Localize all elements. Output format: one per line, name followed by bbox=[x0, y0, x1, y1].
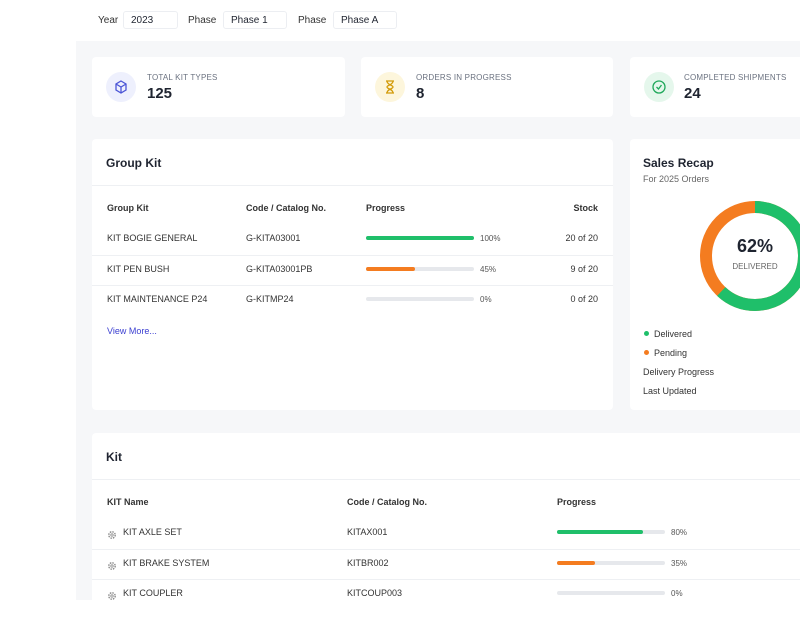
gear-icon bbox=[107, 527, 117, 539]
phase-select[interactable]: Phase A bbox=[333, 11, 397, 29]
donut-chart: 62% DELIVERED bbox=[700, 201, 800, 311]
cell: KITAX001 bbox=[347, 527, 388, 537]
progress-fill bbox=[557, 560, 595, 565]
card-title: Group Kit bbox=[106, 156, 162, 170]
cell: KIT BOGIE GENERAL bbox=[107, 233, 198, 243]
hourglass-icon bbox=[386, 80, 394, 94]
cell: KIT AXLE SET bbox=[123, 527, 182, 537]
progress-track bbox=[557, 560, 665, 565]
progress-label: 35% bbox=[671, 558, 688, 568]
donut-label: DELIVERED bbox=[732, 262, 778, 271]
progress-label: 80% bbox=[671, 528, 688, 537]
check-icon bbox=[652, 80, 666, 94]
group-kit-card: Group Kit Group Kit Code / Catalog No. P… bbox=[92, 139, 613, 410]
stat-label: ORDERS IN PROGRESS bbox=[416, 73, 512, 82]
cell: KITBR002 bbox=[347, 557, 389, 568]
divider bbox=[92, 479, 800, 480]
divider bbox=[92, 285, 613, 286]
card-title: Kit bbox=[106, 450, 122, 464]
legend-dot bbox=[644, 350, 649, 355]
cell: KIT COUPLER bbox=[123, 588, 183, 598]
gear bbox=[108, 531, 116, 539]
gear bbox=[108, 592, 116, 600]
column-header: KIT Name bbox=[107, 497, 149, 507]
filter-label: Phase bbox=[298, 15, 327, 26]
progress-track bbox=[366, 297, 474, 301]
cell: 20 of 20 bbox=[565, 233, 598, 243]
stat-label: TOTAL KIT TYPES bbox=[147, 73, 218, 82]
stat-card: TOTAL KIT TYPES 125 bbox=[92, 57, 345, 117]
year-select[interactable]: 2023 bbox=[123, 11, 178, 29]
page: {"filters":[{"label":"Year","value":"202… bbox=[92, 11, 800, 600]
cube-icon bbox=[115, 80, 127, 94]
column-header: Stock bbox=[573, 203, 598, 213]
cell: G-KITMP24 bbox=[246, 294, 294, 304]
delivered-arc bbox=[700, 201, 800, 311]
view-more-link[interactable]: View More... bbox=[107, 326, 157, 336]
stat-icon bbox=[644, 72, 674, 102]
cell: 0 of 20 bbox=[570, 294, 598, 304]
stat-label: COMPLETED SHIPMENTS bbox=[684, 73, 787, 82]
stat-card: ORDERS IN PROGRESS 8 bbox=[361, 57, 613, 117]
progress-track bbox=[366, 266, 474, 271]
cell: 9 of 20 bbox=[570, 263, 598, 274]
cell: G-KITA03001 bbox=[246, 233, 301, 243]
progress-track bbox=[557, 591, 665, 595]
column-header: Group Kit bbox=[107, 203, 149, 213]
card-subtitle: For 2025 Orders bbox=[643, 174, 710, 184]
progress-fill bbox=[366, 266, 415, 271]
card-title: Sales Recap bbox=[643, 156, 714, 170]
progress-fill bbox=[366, 236, 474, 240]
info-item: Last Updated bbox=[643, 386, 697, 396]
cell: G-KITA03001PB bbox=[246, 263, 313, 274]
divider bbox=[92, 579, 800, 580]
cell: KIT PEN BUSH bbox=[107, 263, 170, 274]
column-header: Progress bbox=[557, 497, 597, 507]
column-header: Code / Catalog No. bbox=[347, 497, 428, 507]
legend-label: Pending bbox=[654, 348, 688, 358]
stat-value: 24 bbox=[684, 85, 701, 102]
progress-label: 0% bbox=[480, 295, 492, 304]
info-item: Delivery Progress bbox=[643, 367, 715, 377]
column-header: Progress bbox=[366, 203, 406, 213]
kit-card: Kit KIT Name Code / Catalog No. Progress… bbox=[92, 433, 800, 633]
phase-select[interactable]: Phase 1 bbox=[223, 11, 287, 29]
gear-icon bbox=[107, 588, 117, 600]
stat-icon bbox=[375, 72, 405, 102]
divider bbox=[92, 548, 800, 550]
stat-value: 125 bbox=[147, 85, 173, 102]
cell: KITCOUP003 bbox=[347, 588, 403, 598]
divider bbox=[92, 254, 613, 256]
stat-value: 8 bbox=[416, 85, 425, 102]
progress-label: 0% bbox=[671, 589, 683, 598]
progress-label: 100% bbox=[480, 234, 501, 243]
gear-icon bbox=[107, 558, 117, 570]
legend-label: Delivered bbox=[654, 329, 693, 339]
progress-fill bbox=[557, 530, 644, 534]
stat-icon bbox=[106, 72, 136, 102]
cell: KIT MAINTENANCE P24 bbox=[107, 294, 208, 304]
legend-dot bbox=[644, 331, 649, 336]
stat-card: COMPLETED SHIPMENTS 24 bbox=[630, 57, 800, 117]
sales-recap-card: Sales Recap For 2025 Orders 62% DELIVERE… bbox=[630, 139, 800, 410]
filter-label: Phase bbox=[188, 15, 217, 26]
divider bbox=[92, 185, 613, 186]
donut-value: 62% bbox=[737, 236, 773, 256]
cell: KIT BRAKE SYSTEM bbox=[123, 557, 210, 568]
filter-label: Year bbox=[98, 15, 119, 26]
column-header: Code / Catalog No. bbox=[246, 203, 327, 213]
gear bbox=[108, 561, 116, 570]
progress-label: 45% bbox=[480, 264, 497, 274]
